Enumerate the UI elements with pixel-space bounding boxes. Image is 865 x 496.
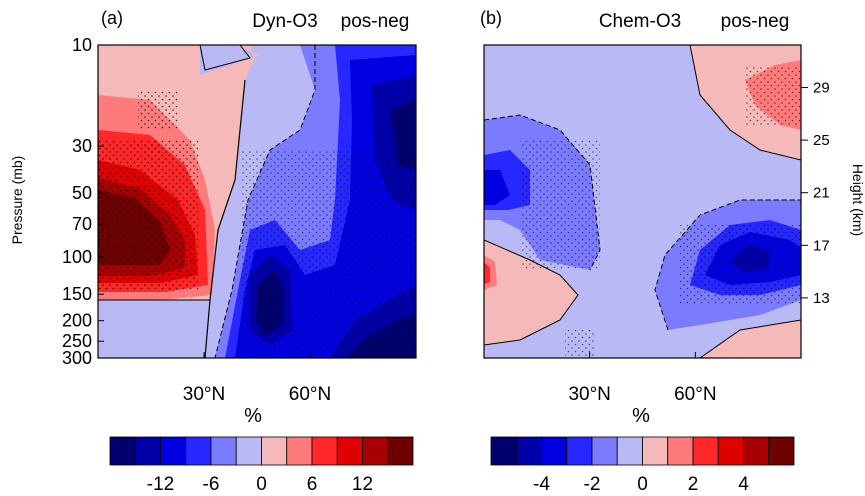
panel-b-colorbar-label: % bbox=[632, 405, 650, 427]
panel-b-label: (b) bbox=[480, 8, 502, 28]
colorbar-swatch bbox=[235, 436, 262, 466]
y2-tick-label: 21 bbox=[813, 185, 830, 202]
panel-b-x-axis: 30°N 60°N bbox=[568, 352, 717, 405]
colorbar-swatch bbox=[185, 436, 212, 466]
colorbar-swatch bbox=[667, 436, 694, 466]
colorbar-swatch bbox=[515, 436, 542, 466]
colorbar-swatch bbox=[642, 436, 669, 466]
colorbar-swatch bbox=[768, 436, 795, 466]
panel-a-contours bbox=[98, 45, 416, 358]
colorbar-swatch bbox=[490, 436, 517, 466]
colorbar-swatch bbox=[311, 436, 338, 466]
colorbar-tick-label: 4 bbox=[738, 474, 749, 495]
y-tick-label: 70 bbox=[72, 214, 92, 234]
colorbar-swatch bbox=[210, 436, 237, 466]
panel-b-y-label: Height (km) bbox=[850, 164, 865, 236]
y-tick-label: 250 bbox=[62, 331, 92, 351]
colorbar-swatch bbox=[362, 436, 389, 466]
panel-b-y-axis: 29 25 21 17 13 bbox=[801, 80, 830, 307]
panel-b-frame bbox=[483, 44, 802, 359]
panel-a-title: Dyn-O3 bbox=[252, 11, 317, 32]
colorbar-tick-label: 6 bbox=[307, 474, 318, 495]
colorbar-tick-label: 0 bbox=[637, 474, 648, 495]
x-tick-label: 60°N bbox=[289, 384, 331, 405]
colorbar-swatch bbox=[261, 436, 288, 466]
panel-b-contours bbox=[484, 45, 801, 358]
panel-a-label: (a) bbox=[101, 8, 123, 28]
colorbar-swatch bbox=[591, 436, 618, 466]
colorbar-swatch bbox=[566, 436, 593, 466]
colorbar-swatch bbox=[336, 436, 363, 466]
y2-tick-label: 25 bbox=[813, 132, 830, 149]
colorbar-tick-label: -6 bbox=[203, 474, 220, 495]
panel-b-subtitle: pos-neg bbox=[721, 11, 790, 32]
colorbar-swatch bbox=[692, 436, 719, 466]
colorbar-tick-label: -4 bbox=[533, 474, 550, 495]
x-tick-label: 30°N bbox=[568, 384, 610, 405]
colorbar-swatch bbox=[717, 436, 744, 466]
panel-a-x-axis: 30°N 60°N bbox=[183, 352, 331, 405]
y-tick-label: 150 bbox=[62, 284, 92, 304]
colorbar-swatch bbox=[616, 436, 643, 466]
colorbar-swatch bbox=[134, 436, 161, 466]
colorbar-tick-label: 0 bbox=[256, 474, 267, 495]
colorbar-tick-label: -2 bbox=[584, 474, 601, 495]
colorbar-tick-label: -12 bbox=[147, 474, 174, 495]
colorbar-tick-label: 12 bbox=[352, 474, 373, 495]
y-tick-label: 200 bbox=[62, 311, 92, 331]
panel-a-colorbar: -12 -6 0 6 12 bbox=[109, 436, 414, 495]
y2-tick-label: 13 bbox=[813, 290, 830, 307]
colorbar-swatch bbox=[541, 436, 568, 466]
panel-a-y-label: Pressure (mb) bbox=[9, 156, 25, 245]
colorbar-swatch bbox=[387, 436, 414, 466]
panel-a-frame bbox=[97, 44, 417, 359]
x-tick-label: 30°N bbox=[183, 384, 225, 405]
x-tick-label: 60°N bbox=[674, 384, 716, 405]
y-tick-label: 100 bbox=[62, 247, 92, 267]
y-tick-label: 50 bbox=[72, 183, 92, 203]
panel-b-title: Chem-O3 bbox=[599, 11, 681, 32]
panel-a-subtitle: pos-neg bbox=[341, 11, 410, 32]
panel-b-colorbar: -4 -2 0 2 4 bbox=[490, 436, 795, 495]
colorbar-swatch bbox=[286, 436, 313, 466]
y-tick-label: 10 bbox=[72, 35, 92, 55]
colorbar-swatch bbox=[109, 436, 136, 466]
colorbar-swatch bbox=[743, 436, 770, 466]
y2-tick-label: 17 bbox=[813, 237, 830, 254]
panel-a-colorbar-label: % bbox=[244, 405, 262, 427]
y-tick-label: 30 bbox=[72, 136, 92, 156]
colorbar-swatch bbox=[160, 436, 187, 466]
y-tick-label: 300 bbox=[62, 348, 92, 368]
y2-tick-label: 29 bbox=[813, 80, 830, 97]
colorbar-tick-label: 2 bbox=[688, 474, 699, 495]
